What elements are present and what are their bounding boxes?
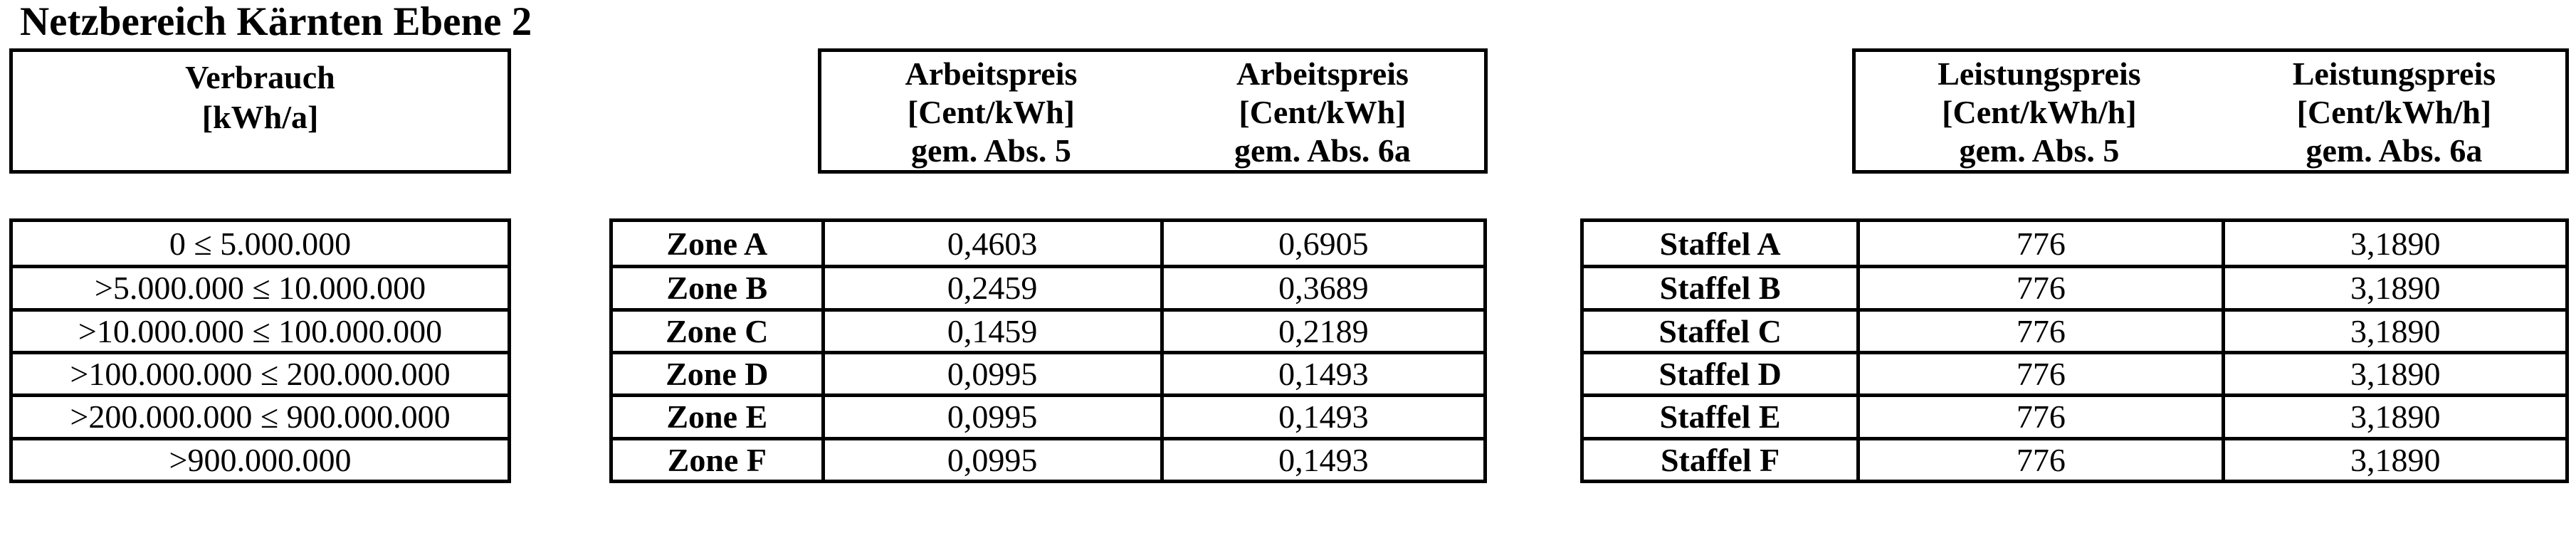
zone-abs5-value: 0,1459: [821, 307, 1160, 351]
header-line: Arbeitspreis: [905, 56, 1078, 92]
zone-label: Zone A: [666, 225, 768, 262]
header-line: [Cent/kWh/h]: [1942, 94, 2137, 130]
consumption-header-box: Verbrauch [kWh/a]: [9, 48, 511, 174]
consumption-range: 0 ≤ 5.000.000: [169, 225, 352, 262]
staffel-abs6a-value: 3,1890: [2222, 436, 2565, 480]
staffel-abs5-value: 776: [1856, 350, 2222, 394]
header-line: Leistungspreis: [2292, 56, 2496, 92]
staffel-label: Staffel C: [1584, 307, 1857, 351]
header-line: [Cent/kWh/h]: [2296, 94, 2492, 130]
staffel-abs5-value: 776: [1856, 307, 2222, 351]
consumption-header-line2: [kWh/a]: [201, 99, 319, 135]
staffel-abs6a-value: 3,1890: [2222, 307, 2565, 351]
zone-abs6a-value: 0,1493: [1160, 436, 1483, 480]
header-line: gem. Abs. 5: [910, 132, 1071, 169]
staffel-abs5-value: 776: [1856, 393, 2222, 437]
arbeitspreis-abs6a-header: Arbeitspreis [Cent/kWh] gem. Abs. 6a: [1161, 55, 1484, 170]
zone-abs5-value: 0,0995: [821, 436, 1160, 480]
staffel-label: Staffel A: [1659, 225, 1781, 262]
header-line: [Cent/kWh]: [907, 94, 1075, 130]
consumption-table: 0 ≤ 5.000.000 >5.000.000 ≤ 10.000.000 >1…: [9, 218, 511, 483]
arbeitspreis-abs5-header: Arbeitspreis [Cent/kWh] gem. Abs. 5: [821, 55, 1161, 170]
zone-abs5-value: 0,4603: [821, 222, 1160, 265]
consumption-range: >10.000.000 ≤ 100.000.000: [13, 307, 508, 351]
consumption-range: >900.000.000: [13, 436, 508, 480]
consumption-header-line1: Verbrauch: [185, 59, 335, 95]
staffel-label: Staffel B: [1584, 265, 1857, 307]
zone-abs6a-value: 0,1493: [1160, 393, 1483, 437]
staffel-abs6a-value: 3,1890: [2222, 393, 2565, 437]
staffel-price-table: Staffel A 776 3,1890 Staffel B 776 3,189…: [1580, 218, 2569, 483]
zone-abs5-value: 0,2459: [821, 265, 1160, 308]
header-line: Arbeitspreis: [1236, 56, 1409, 92]
zone-abs6a-value: 0,2189: [1160, 307, 1483, 351]
zone-abs5-value: 0,0995: [821, 393, 1160, 437]
consumption-range: >5.000.000 ≤ 10.000.000: [13, 265, 508, 307]
staffel-abs5-value: 776: [1856, 222, 2222, 265]
zone-label: Zone D: [613, 350, 821, 393]
staffel-label: Staffel E: [1584, 393, 1857, 436]
staffel-abs6a-value: 3,1890: [2222, 350, 2565, 394]
zone-abs5-value: 0,0995: [821, 350, 1160, 394]
zone-price-table: Zone A 0,4603 0,6905 Zone B 0,2459 0,368…: [609, 218, 1487, 483]
zone-label: Zone B: [613, 265, 821, 307]
zone-label: Zone F: [613, 436, 821, 480]
leistungspreis-abs5-header: Leistungspreis [Cent/kWh/h] gem. Abs. 5: [1856, 55, 2223, 170]
staffel-label: Staffel F: [1584, 436, 1857, 480]
zone-abs6a-value: 0,3689: [1160, 265, 1483, 308]
header-line: [Cent/kWh]: [1239, 94, 1407, 130]
staffel-label: Staffel D: [1584, 350, 1857, 393]
staffel-abs6a-value: 3,1890: [2222, 265, 2565, 308]
header-line: gem. Abs. 6a: [1234, 132, 1411, 169]
zone-abs6a-value: 0,1493: [1160, 350, 1483, 394]
header-line: gem. Abs. 5: [1959, 132, 2120, 169]
arbeitspreis-header-box: Arbeitspreis [Cent/kWh] gem. Abs. 5 Arbe…: [818, 48, 1488, 174]
staffel-abs5-value: 776: [1856, 436, 2222, 480]
zone-label: Zone C: [613, 307, 821, 351]
staffel-abs5-value: 776: [1856, 265, 2222, 308]
leistungspreis-abs6a-header: Leistungspreis [Cent/kWh/h] gem. Abs. 6a: [2223, 55, 2565, 170]
page-title: Netzbereich Kärnten Ebene 2: [20, 0, 532, 44]
zone-abs6a-value: 0,6905: [1160, 222, 1483, 265]
header-line: gem. Abs. 6a: [2306, 132, 2483, 169]
consumption-range: >200.000.000 ≤ 900.000.000: [13, 393, 508, 436]
leistungspreis-header-box: Leistungspreis [Cent/kWh/h] gem. Abs. 5 …: [1852, 48, 2569, 174]
zone-label: Zone E: [613, 393, 821, 436]
header-line: Leistungspreis: [1938, 56, 2141, 92]
consumption-range: >100.000.000 ≤ 200.000.000: [13, 350, 508, 393]
staffel-abs6a-value: 3,1890: [2222, 222, 2565, 265]
